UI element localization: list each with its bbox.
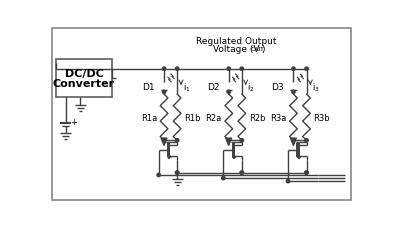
Text: Regulated Output: Regulated Output (196, 37, 277, 46)
Text: Converter: Converter (53, 78, 115, 88)
Text: R3b: R3b (314, 113, 330, 122)
FancyBboxPatch shape (51, 29, 351, 200)
Circle shape (162, 139, 166, 142)
Circle shape (227, 139, 230, 142)
Text: $_{\rm OUT}$: $_{\rm OUT}$ (250, 45, 266, 54)
Circle shape (292, 68, 295, 71)
FancyBboxPatch shape (56, 59, 112, 98)
Circle shape (240, 171, 244, 175)
Circle shape (162, 91, 166, 94)
Text: R2a: R2a (206, 113, 222, 122)
Text: +: + (70, 118, 77, 127)
Text: D3: D3 (272, 83, 284, 91)
Text: DC/DC: DC/DC (64, 69, 103, 79)
Polygon shape (226, 138, 232, 146)
Text: R3a: R3a (270, 113, 286, 122)
Circle shape (240, 68, 244, 71)
Circle shape (227, 91, 230, 94)
Circle shape (292, 91, 295, 94)
Polygon shape (161, 138, 167, 146)
Circle shape (157, 173, 160, 177)
Circle shape (175, 171, 179, 175)
Circle shape (305, 68, 308, 71)
Circle shape (175, 139, 179, 142)
Text: D1: D1 (142, 83, 155, 91)
Text: R2b: R2b (249, 113, 265, 122)
Circle shape (286, 180, 290, 183)
Text: i$_1$: i$_1$ (182, 81, 190, 93)
Text: i$_3$: i$_3$ (312, 81, 320, 93)
Circle shape (175, 171, 179, 175)
Circle shape (240, 171, 244, 175)
Circle shape (305, 171, 308, 175)
Circle shape (162, 68, 166, 71)
Circle shape (240, 139, 244, 142)
Text: i$_2$: i$_2$ (247, 81, 255, 93)
Circle shape (222, 177, 225, 180)
Circle shape (175, 68, 179, 71)
Circle shape (305, 139, 308, 142)
Polygon shape (290, 138, 296, 146)
Text: ): ) (261, 45, 264, 54)
Text: R1b: R1b (184, 113, 200, 122)
Text: R1a: R1a (141, 113, 157, 122)
Circle shape (227, 68, 230, 71)
Circle shape (305, 171, 308, 175)
Text: D2: D2 (207, 83, 220, 91)
Text: Voltage (V: Voltage (V (213, 45, 260, 54)
Circle shape (292, 139, 295, 142)
